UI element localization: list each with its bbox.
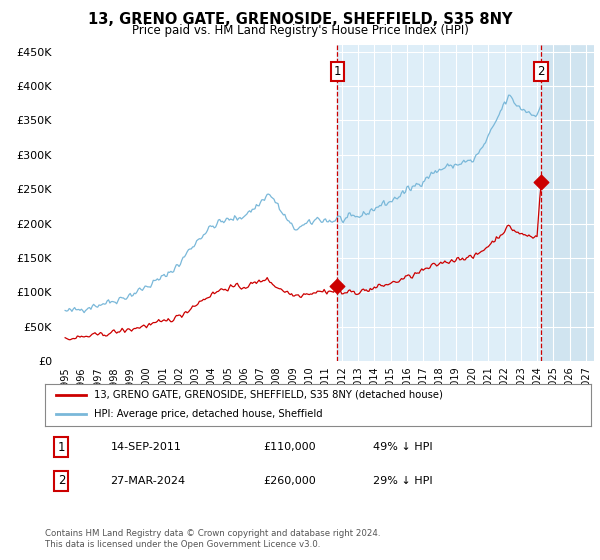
Text: 27-MAR-2024: 27-MAR-2024	[110, 475, 185, 486]
Bar	[337, 45, 542, 361]
Text: £110,000: £110,000	[263, 442, 316, 452]
Text: Price paid vs. HM Land Registry's House Price Index (HPI): Price paid vs. HM Land Registry's House …	[131, 24, 469, 36]
Text: 14-SEP-2011: 14-SEP-2011	[110, 442, 181, 452]
Text: 2: 2	[537, 65, 545, 78]
Point	[332, 281, 342, 290]
Text: Contains HM Land Registry data © Crown copyright and database right 2024.
This d: Contains HM Land Registry data © Crown c…	[45, 529, 380, 549]
Text: HPI: Average price, detached house, Sheffield: HPI: Average price, detached house, Shef…	[94, 409, 323, 419]
Bar	[542, 45, 594, 361]
Text: £260,000: £260,000	[263, 475, 316, 486]
Text: 1: 1	[58, 441, 65, 454]
Text: 13, GRENO GATE, GRENOSIDE, SHEFFIELD, S35 8NY: 13, GRENO GATE, GRENOSIDE, SHEFFIELD, S3…	[88, 12, 512, 27]
Text: 13, GRENO GATE, GRENOSIDE, SHEFFIELD, S35 8NY (detached house): 13, GRENO GATE, GRENOSIDE, SHEFFIELD, S3…	[94, 390, 443, 400]
Text: 2: 2	[58, 474, 65, 487]
Text: 29% ↓ HPI: 29% ↓ HPI	[373, 475, 432, 486]
Text: 49% ↓ HPI: 49% ↓ HPI	[373, 442, 432, 452]
Text: 1: 1	[334, 65, 341, 78]
Point	[536, 178, 546, 187]
